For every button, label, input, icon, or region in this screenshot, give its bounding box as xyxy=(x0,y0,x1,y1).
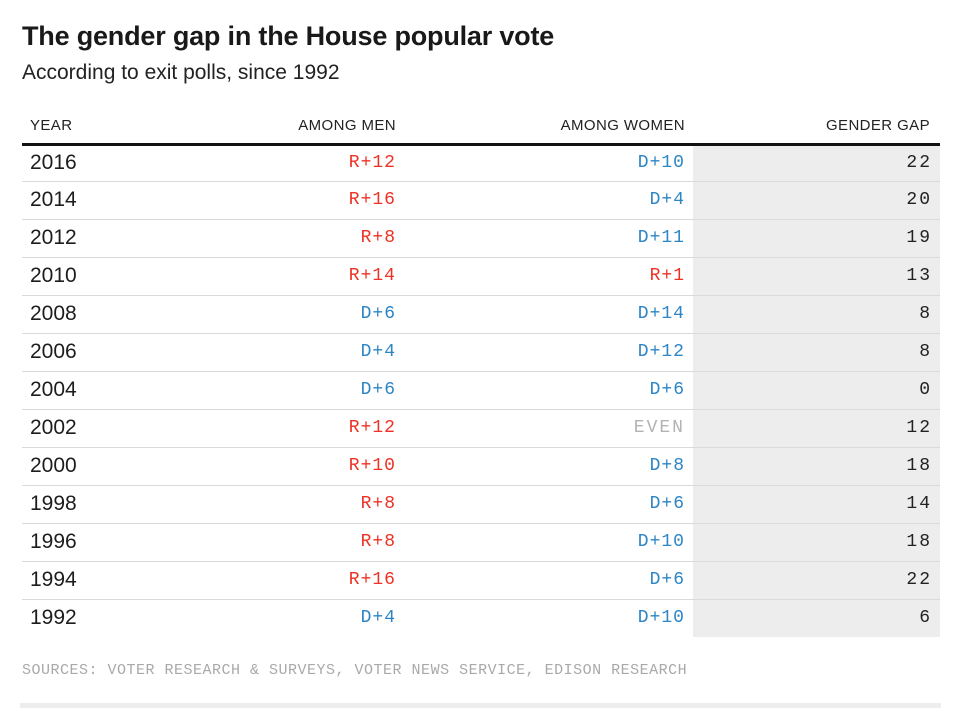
year-cell: 1998 xyxy=(22,484,180,524)
column-header-among-women: AMONG WOMEN xyxy=(398,116,693,146)
year-cell: 2010 xyxy=(22,256,180,296)
gender-gap-cell: 18 xyxy=(693,446,940,486)
year-cell: 1994 xyxy=(22,560,180,600)
among-women-cell: D+10 xyxy=(398,598,693,638)
gender-gap-cell: 6 xyxy=(693,598,940,638)
among-men-cell: D+4 xyxy=(180,598,398,638)
footer-divider-bar xyxy=(20,703,941,708)
among-men-cell: R+8 xyxy=(180,218,398,258)
among-men-cell: R+12 xyxy=(180,408,398,448)
table-row: 2004 D+6 D+6 0 xyxy=(22,370,940,410)
gender-gap-cell: 18 xyxy=(693,522,940,562)
among-men-cell: D+6 xyxy=(180,294,398,334)
among-men-cell: R+14 xyxy=(180,256,398,296)
gender-gap-cell: 13 xyxy=(693,256,940,296)
among-men-cell: R+8 xyxy=(180,484,398,524)
table-row: 2008 D+6 D+14 8 xyxy=(22,294,940,334)
gender-gap-cell: 8 xyxy=(693,294,940,334)
among-men-cell: D+4 xyxy=(180,332,398,372)
among-women-cell: EVEN xyxy=(398,408,693,448)
table-header-row: YEAR AMONG MEN AMONG WOMEN GENDER GAP xyxy=(22,116,940,146)
among-men-cell: R+8 xyxy=(180,522,398,562)
gender-gap-cell: 14 xyxy=(693,484,940,524)
gender-gap-cell: 20 xyxy=(693,180,940,220)
table-row: 2002 R+12 EVEN 12 xyxy=(22,408,940,448)
among-women-cell: D+8 xyxy=(398,446,693,486)
table-row: 1994 R+16 D+6 22 xyxy=(22,560,940,600)
gender-gap-table: YEAR AMONG MEN AMONG WOMEN GENDER GAP 20… xyxy=(22,116,940,638)
gender-gap-cell: 22 xyxy=(693,144,940,182)
among-women-cell: D+10 xyxy=(637,153,685,174)
table-row: 2006 D+4 D+12 8 xyxy=(22,332,940,372)
sources-note: SOURCES: VOTER RESEARCH & SURVEYS, VOTER… xyxy=(22,662,688,680)
table-row: 1992 D+4 D+10 6 xyxy=(22,598,940,638)
table-row: 2010 R+14 R+1 13 xyxy=(22,256,940,296)
table-row: 2016 R+12 D+10 22 xyxy=(22,144,940,182)
among-women-cell: D+14 xyxy=(398,294,693,334)
year-cell: 2006 xyxy=(22,332,180,372)
among-men-cell: R+12 xyxy=(348,153,396,174)
table-row: 1996 R+8 D+10 18 xyxy=(22,522,940,562)
among-men-cell: R+10 xyxy=(180,446,398,486)
column-header-among-men: AMONG MEN xyxy=(180,116,398,146)
gender-gap-cell: 22 xyxy=(693,560,940,600)
among-women-cell: D+10 xyxy=(398,522,693,562)
page-subtitle: According to exit polls, since 1992 xyxy=(22,61,340,85)
gender-gap-cell: 0 xyxy=(693,370,940,410)
year-cell: 2000 xyxy=(22,446,180,486)
among-women-cell: D+12 xyxy=(398,332,693,372)
among-women-cell: R+1 xyxy=(398,256,693,296)
table-row: 2012 R+8 D+11 19 xyxy=(22,218,940,258)
table-row: 1998 R+8 D+6 14 xyxy=(22,484,940,524)
among-men-cell: D+6 xyxy=(180,370,398,410)
page-title: The gender gap in the House popular vote xyxy=(22,21,555,51)
among-women-cell: D+4 xyxy=(398,180,693,220)
among-women-cell: D+11 xyxy=(398,218,693,258)
among-women-cell: D+6 xyxy=(398,484,693,524)
year-cell: 2014 xyxy=(22,180,180,220)
table-row: 2000 R+10 D+8 18 xyxy=(22,446,940,486)
column-header-gender-gap: GENDER GAP xyxy=(693,116,940,146)
among-women-cell: D+6 xyxy=(398,560,693,600)
among-men-cell: R+16 xyxy=(180,180,398,220)
table-row: 2014 R+16 D+4 20 xyxy=(22,180,940,220)
year-cell: 2012 xyxy=(22,218,180,258)
year-cell: 2008 xyxy=(22,294,180,334)
year-cell: 1992 xyxy=(22,598,180,638)
year-cell: 2002 xyxy=(22,408,180,448)
year-cell: 2004 xyxy=(22,370,180,410)
gender-gap-cell: 19 xyxy=(693,218,940,258)
year-cell: 2016 xyxy=(30,151,77,175)
chart-container: The gender gap in the House popular vote… xyxy=(22,21,940,680)
among-men-cell: R+16 xyxy=(180,560,398,600)
year-cell: 1996 xyxy=(22,522,180,562)
gender-gap-cell: 12 xyxy=(693,408,940,448)
among-women-cell: D+6 xyxy=(398,370,693,410)
gender-gap-cell: 8 xyxy=(693,332,940,372)
column-header-year: YEAR xyxy=(22,116,180,146)
